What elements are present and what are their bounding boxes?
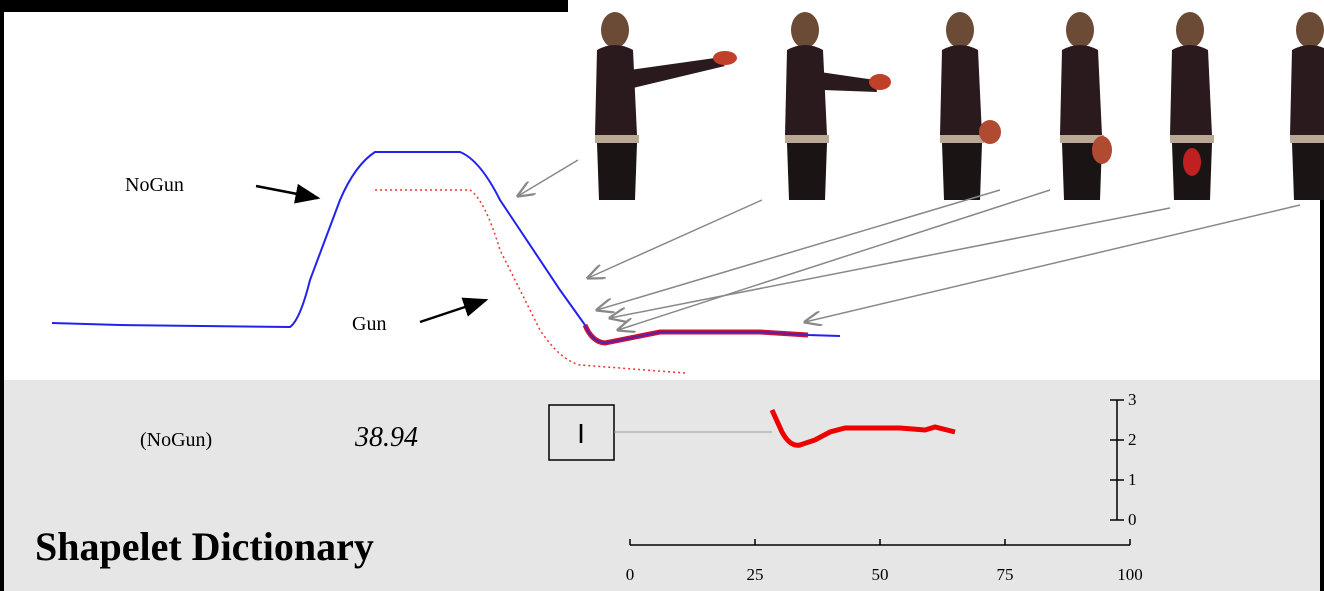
dictionary-title: Shapelet Dictionary [35,524,374,569]
y-tick-label: 0 [1128,510,1137,529]
page: NoGun Gun (NoGun) 38.94 I Shapelet Dicti… [0,0,1324,591]
x-tick-label: 75 [997,565,1014,584]
class-label: (NoGun) [140,429,212,451]
figure: NoGun Gun (NoGun) 38.94 I Shapelet Dicti… [0,0,1324,591]
glyph: I [577,418,585,449]
threshold: 38.94 [354,422,418,453]
x-tick-label: 25 [747,565,764,584]
x-tick-label: 0 [626,565,635,584]
nogun-label: NoGun [125,174,184,196]
x-tick-label: 100 [1117,565,1143,584]
y-tick-label: 2 [1128,430,1137,449]
gun-label: Gun [352,313,386,335]
photo-strip [568,0,1324,200]
x-tick-label: 50 [872,565,889,584]
y-tick-label: 3 [1128,390,1137,409]
y-tick-label: 1 [1128,470,1137,489]
